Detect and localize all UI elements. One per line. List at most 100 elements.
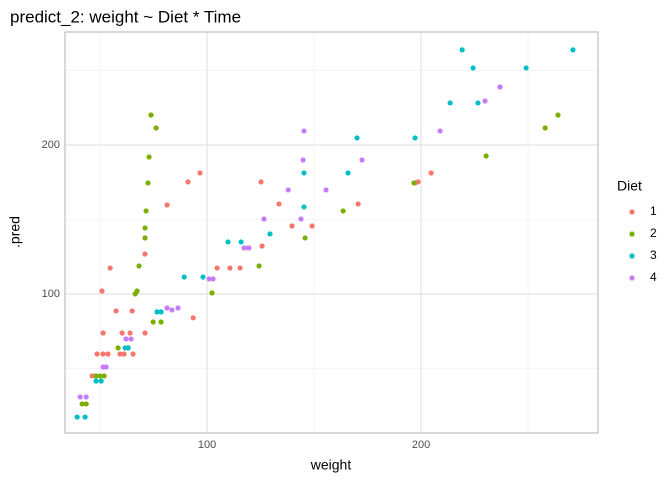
- point: [237, 265, 243, 271]
- point: [107, 265, 113, 271]
- point: [105, 351, 111, 357]
- chart-title: predict_2: weight ~ Diet * Time: [10, 7, 241, 26]
- point: [261, 216, 267, 222]
- point: [298, 216, 304, 222]
- point: [148, 112, 154, 118]
- point: [267, 231, 273, 237]
- point: [142, 225, 148, 231]
- point: [123, 336, 129, 342]
- point: [276, 201, 282, 207]
- point: [145, 180, 151, 186]
- point: [100, 330, 106, 336]
- point: [523, 65, 529, 71]
- point: [483, 153, 489, 159]
- point: [209, 290, 215, 296]
- point: [285, 187, 291, 193]
- point: [258, 179, 264, 185]
- point: [185, 179, 191, 185]
- legend-label: 1: [650, 204, 657, 218]
- point: [542, 125, 548, 131]
- panel-border: [64, 31, 599, 434]
- point: [411, 180, 417, 186]
- point: [117, 351, 123, 357]
- point: [359, 157, 365, 163]
- point: [354, 135, 360, 141]
- point: [289, 223, 295, 229]
- point: [437, 128, 443, 134]
- point: [143, 208, 149, 214]
- point: [355, 201, 361, 207]
- point: [79, 401, 85, 407]
- point: [158, 319, 164, 325]
- x-axis-label: weight: [310, 457, 352, 473]
- point: [181, 274, 187, 280]
- point: [256, 263, 262, 269]
- point: [83, 394, 89, 400]
- x-tick-label: 200: [412, 439, 430, 451]
- point: [197, 170, 203, 176]
- point: [94, 351, 100, 357]
- point: [301, 170, 307, 176]
- legend-title: Diet: [617, 178, 642, 194]
- legend: 1 2 3 4: [629, 204, 657, 284]
- point: [101, 373, 107, 379]
- point: [82, 414, 88, 420]
- point: [345, 170, 351, 176]
- point: [158, 309, 164, 315]
- point: [241, 245, 247, 251]
- point: [300, 157, 306, 163]
- point: [302, 235, 308, 241]
- point: [475, 100, 481, 106]
- point: [103, 364, 109, 370]
- point: [412, 135, 418, 141]
- point: [555, 112, 561, 118]
- point: [128, 336, 134, 342]
- point: [121, 351, 127, 357]
- point: [142, 330, 148, 336]
- point: [200, 274, 206, 280]
- point: [154, 309, 160, 315]
- point: [129, 308, 135, 314]
- point: [570, 47, 576, 53]
- point: [301, 128, 307, 134]
- point: [190, 315, 196, 321]
- point: [175, 305, 181, 311]
- point: [127, 330, 133, 336]
- legend-label: 3: [650, 248, 657, 262]
- point: [497, 84, 503, 90]
- point: [164, 305, 170, 311]
- point: [323, 187, 329, 193]
- point: [93, 378, 99, 384]
- point: [164, 202, 170, 208]
- point: [225, 239, 231, 245]
- point: [309, 223, 315, 229]
- point: [93, 373, 99, 379]
- point: [83, 401, 89, 407]
- point: [470, 65, 476, 71]
- point: [482, 98, 488, 104]
- point: [428, 170, 434, 176]
- point: [340, 208, 346, 214]
- legend-label: 4: [650, 270, 657, 284]
- point: [89, 373, 95, 379]
- point: [415, 179, 421, 185]
- y-axis-label: .pred: [7, 216, 23, 248]
- point: [301, 204, 307, 210]
- point: [134, 288, 140, 294]
- points: [74, 47, 576, 420]
- y-tick-label: 100: [42, 288, 60, 300]
- legend-swatch: [629, 231, 635, 237]
- grid: [65, 32, 598, 433]
- point: [153, 125, 159, 131]
- point: [447, 100, 453, 106]
- point: [246, 245, 252, 251]
- point: [119, 330, 125, 336]
- point: [100, 351, 106, 357]
- point: [142, 235, 148, 241]
- point: [130, 351, 136, 357]
- y-tick-label: 200: [42, 139, 60, 151]
- x-tick-label: 100: [198, 439, 216, 451]
- point: [259, 243, 265, 249]
